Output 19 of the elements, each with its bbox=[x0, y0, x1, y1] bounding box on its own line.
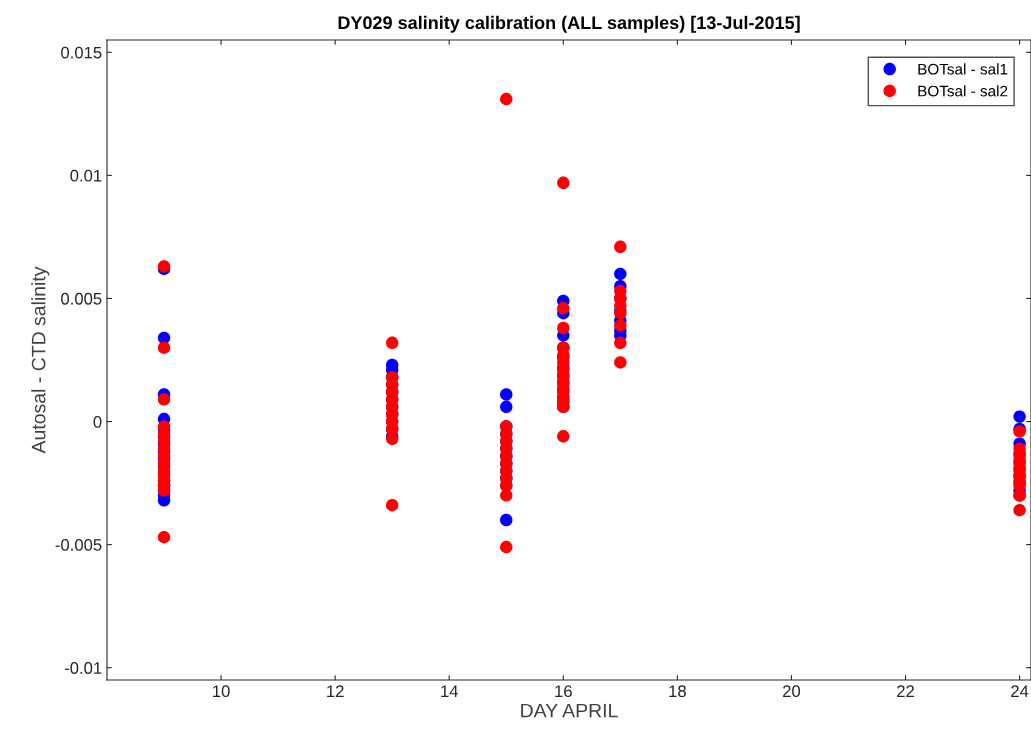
x-tick-label: 14 bbox=[441, 685, 458, 697]
y-tick-label: -0.01 bbox=[64, 662, 102, 674]
x-tick-label: 24 bbox=[1011, 685, 1029, 697]
legend-label: BOTsal - sal2 bbox=[918, 85, 1008, 97]
y-tick-label: 0 bbox=[93, 415, 102, 428]
legend-label: BOTsal - sal1 bbox=[918, 63, 1008, 75]
x-tick-label: 10 bbox=[213, 685, 230, 698]
x-tick-label: 22 bbox=[897, 685, 914, 697]
chart-title: DY029 salinity calibration (ALL samples) [13-Jul-2015] bbox=[338, 15, 800, 33]
x-tick-label: 18 bbox=[669, 685, 686, 698]
y-tick-label: 0.005 bbox=[61, 292, 102, 305]
y-tick-label: 0.015 bbox=[61, 46, 102, 59]
x-tick-label: 12 bbox=[327, 685, 344, 697]
y-tick-label: -0.005 bbox=[55, 539, 102, 551]
x-tick-label: 16 bbox=[555, 685, 572, 698]
y-tick-label: 0.01 bbox=[70, 169, 102, 182]
y-axis-title: Autosal - CTD salinity bbox=[31, 266, 50, 454]
x-tick-label: 20 bbox=[783, 685, 801, 698]
x-axis-title: DAY APRIL bbox=[521, 703, 618, 718]
